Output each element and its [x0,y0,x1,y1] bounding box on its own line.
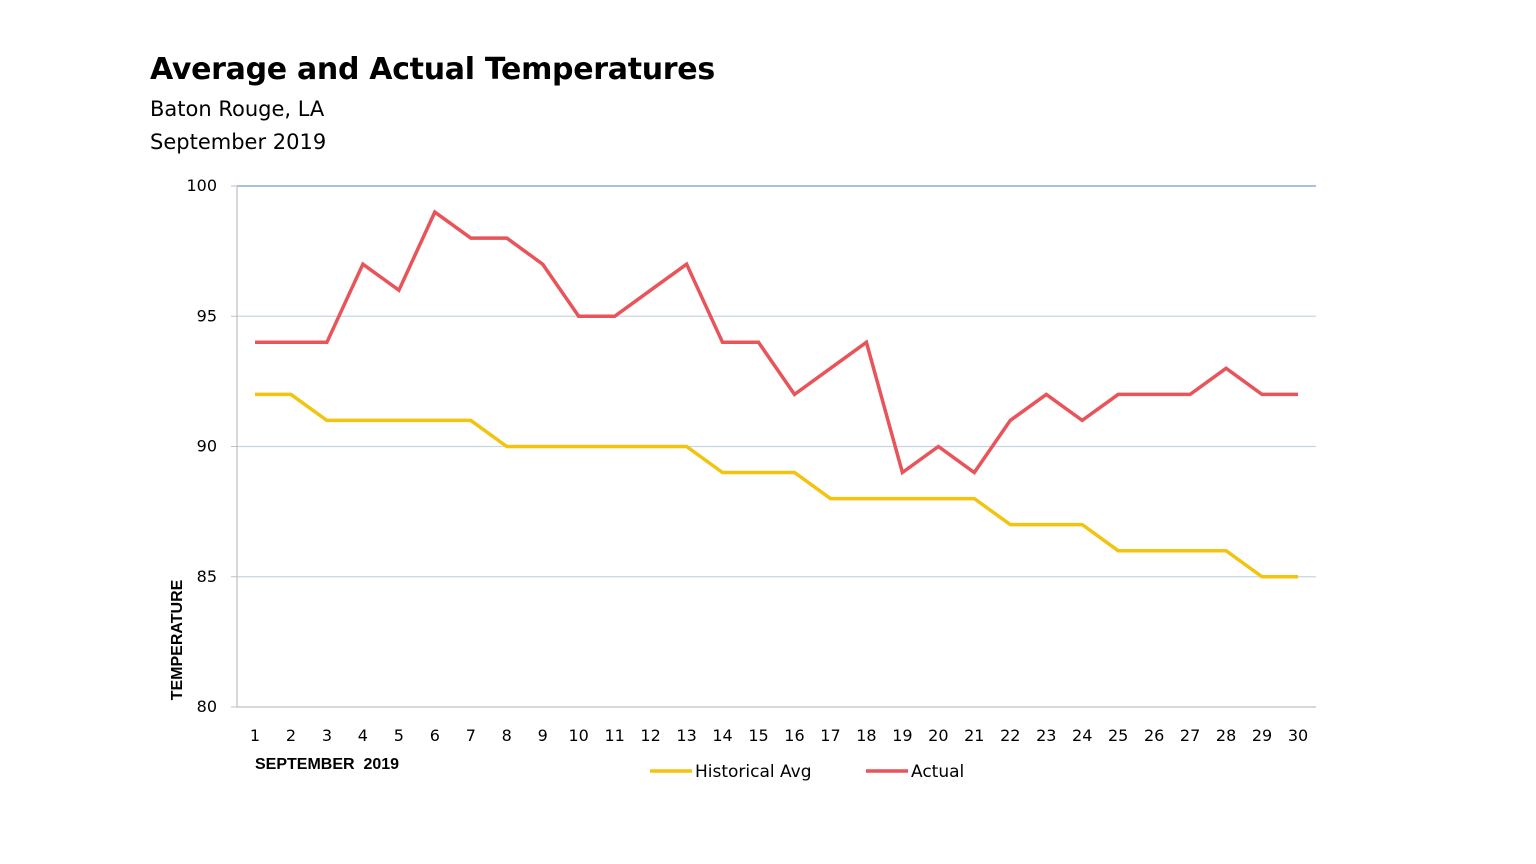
x-tick-label: 19 [892,726,912,745]
x-tick-label: 16 [784,726,804,745]
grid-layer [237,185,1316,578]
x-tick-label: 27 [1180,726,1200,745]
x-tick-label: 3 [322,726,332,745]
legend-label-actual: Actual [911,762,964,782]
x-tick-label: 1 [250,726,260,745]
series-line-actual [255,209,1298,476]
x-tick-label: 2 [286,726,296,745]
x-tick-label: 15 [748,726,768,745]
x-tick-label: 28 [1216,726,1236,745]
x-axis-title: SEPTEMBER 2019 [255,756,399,773]
x-tick-label: 18 [856,726,876,745]
x-tick-label: 9 [538,726,548,745]
y-tick-labels: 80 85 90 95 100 [186,176,217,716]
y-tick-label: 90 [197,437,217,456]
x-tick-label: 11 [604,726,624,745]
x-tick-label: 13 [676,726,696,745]
x-tick-label: 4 [358,726,368,745]
y-tick-label: 80 [197,697,217,716]
x-tick-labels: 1 2 3 4 5 6 7 8 9 10 11 12 13 14 15 16 17 18 19 20 21 22 23 24 2… [250,726,1308,745]
x-tick-label: 22 [1000,726,1020,745]
x-tick-label: 30 [1288,726,1308,745]
x-tick-label: 24 [1072,726,1092,745]
chart-title: Average and Actual Temperatures [150,52,715,87]
x-tick-label: 6 [430,726,440,745]
x-tick-label: 5 [394,726,404,745]
x-tick-label: 17 [820,726,840,745]
x-tick-label: 7 [466,726,476,745]
x-tick-label: 21 [964,726,984,745]
x-tick-label: 10 [569,726,589,745]
chart-subtitle-location: Baton Rouge, LA [150,97,325,121]
y-tick-label: 95 [197,306,217,325]
y-tick-label: 100 [186,176,217,195]
x-tick-label: 25 [1108,726,1128,745]
series-line-historical-avg [255,392,1298,579]
y-axis-title: TEMPERATURE [169,579,186,700]
axis-layer [231,185,1316,708]
legend-label-historical-avg: Historical Avg [695,762,812,782]
x-tick-label: 14 [712,726,732,745]
legend: Historical Avg Actual [650,762,964,782]
x-tick-label: 8 [502,726,512,745]
y-tick-label: 85 [197,567,217,586]
x-tick-label: 20 [928,726,948,745]
x-tick-label: 12 [640,726,660,745]
x-tick-label: 26 [1144,726,1164,745]
x-tick-label: 29 [1252,726,1272,745]
chart-subtitle-date: September 2019 [150,130,327,154]
x-tick-label: 23 [1036,726,1056,745]
series-layer [255,209,1298,579]
